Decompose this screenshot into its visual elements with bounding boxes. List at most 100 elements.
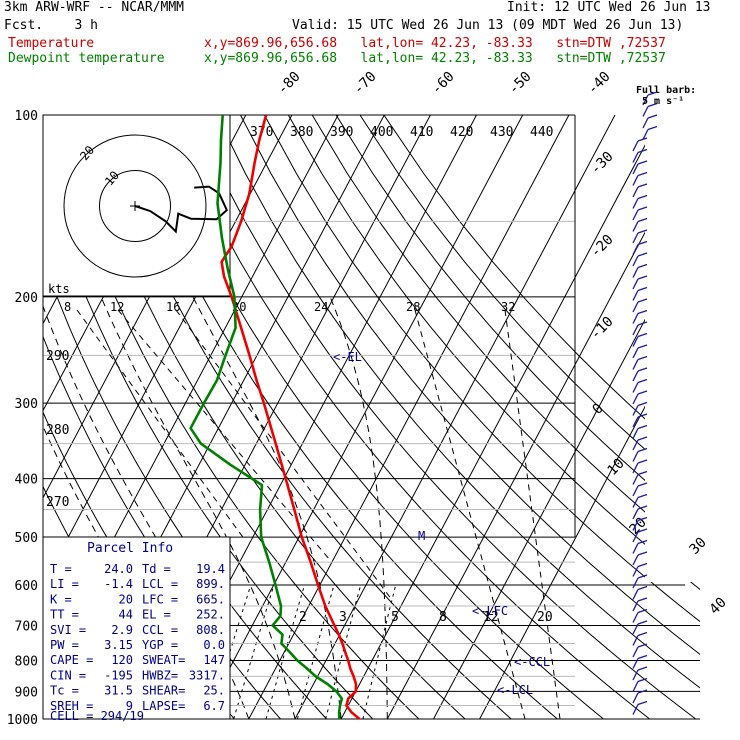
parcel-row-label: EL =	[142, 608, 171, 622]
pressure-label-900: 900	[15, 685, 38, 700]
isotherm-line	[340, 115, 662, 719]
wind-barb	[632, 439, 639, 451]
kts-tick: 32	[501, 300, 515, 314]
parcel-row-value: 6.7	[203, 699, 225, 713]
parcel-info-title: Parcel Info	[87, 541, 173, 556]
wind-barb	[632, 497, 639, 508]
wind-barb-flag	[637, 240, 648, 246]
wind-barb-flag	[637, 298, 648, 303]
kts-axis-label: kts	[48, 282, 70, 296]
wind-barb-flag	[637, 562, 648, 568]
wind-barb-flag	[637, 171, 648, 177]
parcel-row-value: 0.0	[203, 638, 225, 652]
isotherm-label: -20	[588, 232, 617, 261]
wind-barb-flag	[637, 643, 648, 648]
wind-barb-flag	[637, 677, 648, 683]
sounding-curves	[189, 115, 361, 719]
header-init: Init: 12 UTC Wed 26 Jun 13	[507, 0, 711, 15]
parcel-info: Parcel Info T = 24.0 Td = 19.4 LI = -1.4 LCL = 8…	[50, 541, 225, 723]
parcel-row-label: LCL =	[142, 577, 178, 591]
wind-barb-flag	[637, 470, 648, 476]
wind-barb	[642, 129, 649, 140]
wind-barb	[632, 658, 639, 669]
kts-tick: 16	[166, 300, 180, 314]
wind-barb	[632, 186, 639, 198]
wind-barb	[632, 635, 639, 646]
wind-barb-flag	[637, 689, 648, 694]
wind-barb-flag	[637, 367, 648, 372]
parcel-row-label: LFC =	[142, 592, 178, 606]
wind-barb	[632, 255, 639, 267]
wind-barb	[632, 692, 639, 704]
wind-barbs	[632, 91, 658, 715]
wind-barb-flag	[637, 217, 648, 223]
isotherm-line	[386, 115, 700, 719]
wind-barb	[632, 416, 639, 428]
level-annotation: <-CCL	[514, 655, 550, 669]
wind-barb	[642, 94, 649, 106]
parcel-row-value: 2.9	[111, 623, 133, 637]
wind-barb	[632, 508, 639, 520]
wind-barb-flag	[637, 344, 648, 349]
wind-barb	[632, 221, 639, 232]
parcel-row-value: 147	[203, 653, 225, 667]
wind-barb	[632, 336, 639, 347]
wind-barb	[632, 313, 639, 324]
header-fcst: Fcst. 3 h	[4, 18, 98, 33]
wind-barb-flag	[637, 206, 648, 211]
wind-barb	[632, 474, 639, 485]
wind-barb	[632, 543, 639, 554]
wind-barb	[632, 152, 639, 163]
wind-barb	[632, 520, 639, 531]
wind-barb-flag	[637, 574, 648, 579]
parcel-row-label: CCL =	[142, 623, 178, 637]
parcel-row-value: 808.	[196, 623, 225, 637]
parcel-row-label: LI =	[50, 577, 79, 591]
hodograph-ring	[63, 134, 207, 278]
wind-barb	[632, 140, 639, 152]
mixing-ratio-labels: 2 3 5 8 12 20	[299, 610, 553, 625]
wind-barb	[632, 485, 639, 497]
wind-barb-flag	[637, 516, 648, 522]
wind-barb-flag	[637, 378, 648, 384]
parcel-cell: CELL = 294/19	[50, 709, 144, 723]
wind-barb-flag	[637, 229, 648, 234]
parcel-row-value: 9	[126, 699, 133, 713]
pressure-label-200: 200	[15, 291, 38, 306]
parcel-row-label: Tc =	[50, 684, 79, 698]
wind-barb-flag	[637, 551, 648, 556]
moist-adiabat	[100, 296, 296, 719]
parcel-row-value: 24.0	[104, 562, 133, 576]
isotherm-line	[43, 115, 293, 719]
theta-side-label: 280	[46, 423, 69, 438]
wind-barb	[642, 106, 649, 117]
wind-barb	[632, 209, 639, 221]
wind-barb	[632, 359, 639, 370]
wind-barb	[632, 612, 639, 623]
pressure-label-400: 400	[15, 473, 38, 488]
wind-barb-flag	[637, 137, 648, 142]
wind-barb	[632, 278, 639, 290]
isotherm-label: 30	[687, 535, 710, 558]
wind-barb-flag	[637, 620, 648, 625]
wind-profile-dashed	[414, 309, 526, 720]
wind-barb	[632, 324, 639, 336]
parcel-row-label: YGP =	[142, 638, 178, 652]
kts-tick: 12	[110, 300, 124, 314]
wind-barb-flag	[637, 275, 648, 280]
wind-barb-flag	[647, 91, 658, 96]
wind-barb-flag	[637, 597, 648, 602]
parcel-row-label: SHEAR=	[142, 684, 185, 698]
wind-barb-flag	[637, 424, 648, 430]
theta-label: 440	[530, 125, 553, 140]
legend-temperature-label: Temperature	[8, 36, 95, 51]
wind-barb	[632, 554, 639, 566]
temperature-curve	[220, 115, 361, 719]
kts-tick: 28	[406, 300, 420, 314]
parcel-row-label: SVI =	[50, 623, 86, 637]
mixing-ratio-label: 2	[299, 610, 307, 625]
theta-label: 380	[290, 125, 313, 140]
parcel-row-label: K =	[50, 592, 72, 606]
parcel-row-label: SREH =	[50, 699, 93, 713]
